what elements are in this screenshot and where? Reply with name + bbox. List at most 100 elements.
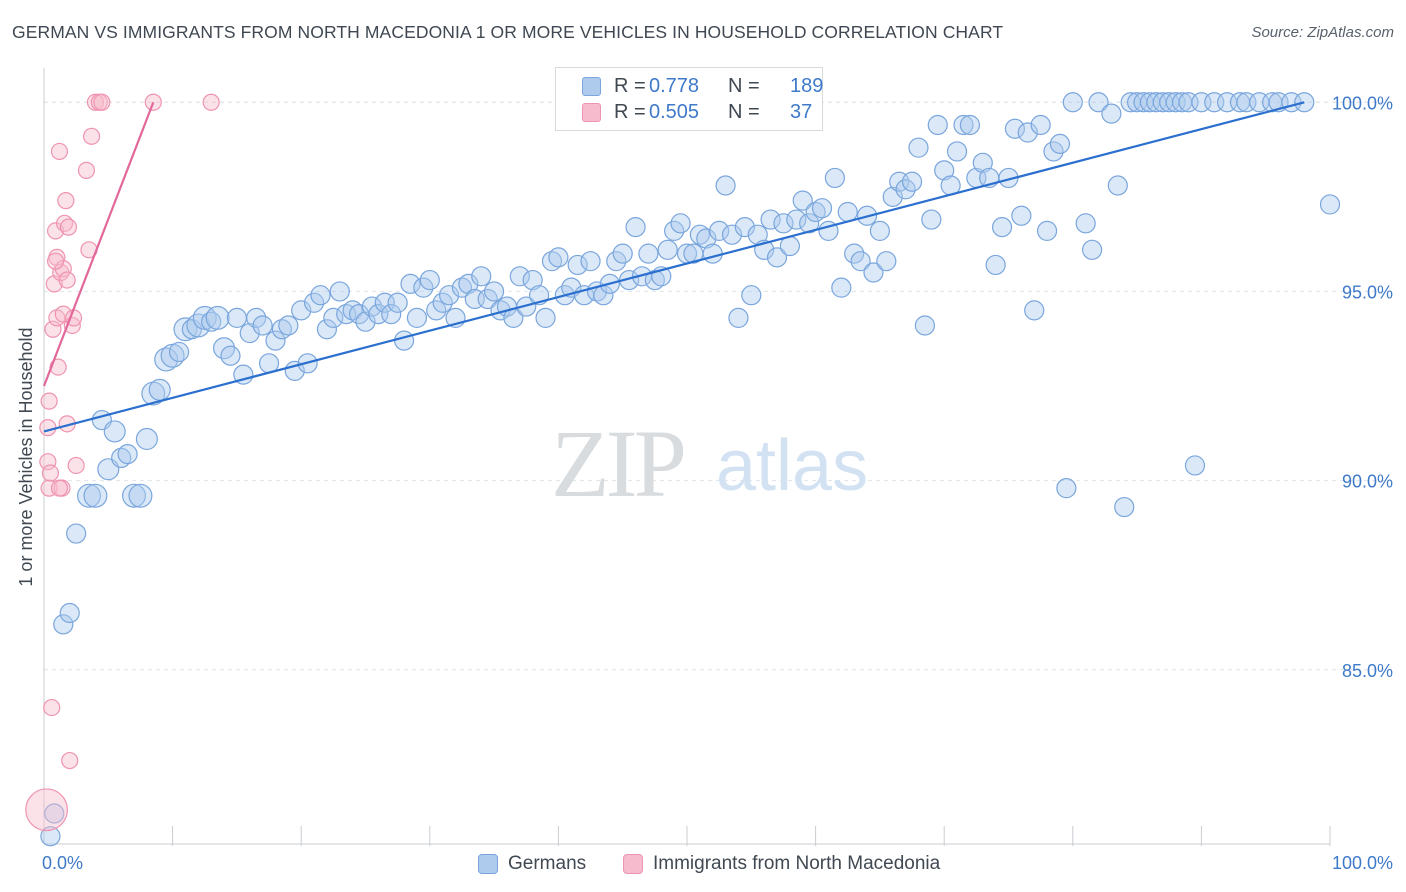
trend-lines [42,101,1305,433]
germans-point [805,201,826,223]
germans-legend-swatch [478,854,498,874]
germans-point [1319,194,1341,215]
germans-point [522,269,543,291]
germans-point [1107,175,1128,196]
north-macedonia-point [93,93,111,111]
germans-point [66,523,87,544]
germans-point [59,602,80,624]
germans-point [535,307,556,329]
north-macedonia-point [50,142,69,161]
germans-point [265,330,286,351]
germans-point [1017,122,1038,143]
germans-point [1049,133,1071,154]
germans-point [953,114,974,136]
germans-point [278,315,299,336]
germans-point [451,277,473,298]
germans-point [728,307,749,329]
germans-point [824,167,845,189]
germans-point [103,420,126,443]
germans-point [766,247,788,268]
n-value: 189 [790,75,824,97]
germans-point [419,269,440,291]
watermark-atlas: atlas [716,426,869,506]
germans-point [914,315,936,336]
germans-point [1101,103,1122,124]
north-macedonia-point [50,479,69,497]
r-value: 0.505 [649,101,700,123]
north-macedonia-point [59,218,78,236]
germans-point [811,198,833,219]
germans-point [128,483,153,508]
y-tick-label: 85.0% [1342,661,1393,681]
germans-point [715,175,736,196]
germans-point [799,213,820,234]
germans-point [168,341,190,363]
germans-point [721,224,743,245]
n-label: N = [728,75,760,97]
north-macedonia-point [25,788,68,832]
germans-point [1075,213,1096,234]
germans-point [541,251,563,272]
germans-point [773,213,794,234]
north-macedonia-point [40,392,58,410]
germans-point [638,243,659,264]
germans-point [310,285,331,306]
germans-point [117,444,138,465]
germans-point [484,281,505,302]
germans-point [1030,114,1051,136]
y-axis-label: 1 or more Vehicles in Household [16,327,36,586]
germans-point [1024,300,1045,321]
axes [43,68,1331,846]
germans-point [83,483,108,508]
north-macedonia-point [77,161,96,179]
germans-point [760,209,781,230]
north-macedonia-point [46,252,65,270]
germans-point [233,364,254,385]
germans-point [972,152,993,173]
germans-trend-line [43,101,1305,433]
germans-point [509,266,530,287]
north-macedonia-trend-line [42,101,155,387]
germans-point [612,243,633,264]
germans-point [625,217,646,238]
germans-point [1081,239,1103,260]
germans-point [644,269,665,291]
germans-point [381,304,402,325]
germans-point [205,305,230,330]
legend-label-germans: Germans [508,853,587,874]
germans-point [901,171,923,192]
germans-point [741,285,762,306]
y-tick-label: 100.0% [1332,93,1393,113]
x-tick-label: 0.0% [42,853,83,873]
germans-point [1056,478,1077,499]
r-value: 0.778 [649,75,700,97]
germans-point [876,251,897,272]
germans-point [111,447,132,468]
germans-point [122,483,147,508]
germans-point [869,220,891,241]
germans-point [946,141,968,162]
germans-point [44,803,65,824]
germans-point [670,213,691,234]
r-label: R = [614,75,646,97]
germans-point [220,345,241,366]
germans-point [1088,92,1109,113]
germans-point [323,307,344,329]
germans-point [991,217,1013,238]
germans-point [252,315,273,336]
germans-point [786,209,807,230]
germans-point [1036,220,1058,241]
germans-point [689,224,710,245]
germans-point [657,239,678,260]
germans-point [908,137,929,158]
correlation-stats-box: R = 0.778 N = 189 R = 0.505 N = 37 [555,67,823,131]
germans-point [226,307,247,329]
germans-point [702,243,723,264]
north-macedonia-point [82,127,101,145]
germans-point [792,190,813,211]
germans-point [471,266,492,287]
legend-label-north-macedonia: Immigrants from North Macedonia [653,853,941,874]
north-macedonia-point [44,320,62,338]
germans-point [342,300,363,321]
germans-point [850,251,871,272]
